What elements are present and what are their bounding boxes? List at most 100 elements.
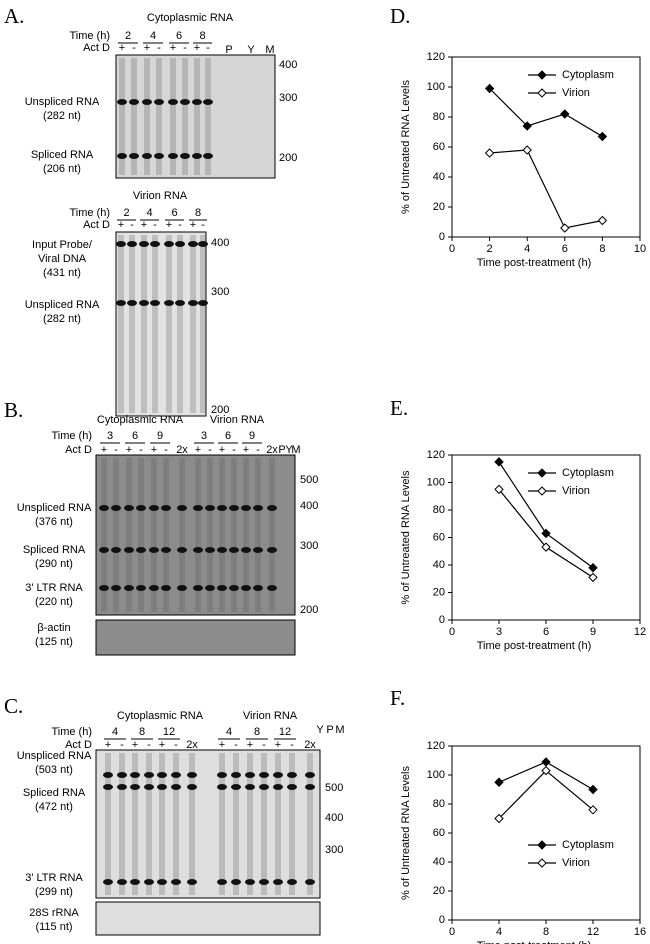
legend-marker <box>537 840 547 850</box>
gel-band <box>161 585 171 591</box>
gel-band <box>188 241 198 247</box>
gel-band <box>136 547 146 553</box>
gel-band <box>198 300 208 306</box>
gel-band <box>103 879 113 885</box>
gel-band <box>157 879 167 885</box>
gel-title: Cytoplasmic RNA <box>97 414 184 426</box>
gel-band <box>171 879 181 885</box>
time-value: 9 <box>157 430 163 442</box>
gel-band <box>168 153 178 159</box>
actd-label: Act D <box>65 739 92 751</box>
legend-marker <box>537 70 547 80</box>
x-tick-label: 6 <box>543 626 549 638</box>
lane-label: + <box>151 444 157 456</box>
lane-label: - <box>232 444 236 456</box>
gel-band <box>231 879 241 885</box>
gel-band <box>99 547 109 553</box>
extra-lane-label: Y <box>285 444 293 456</box>
y-tick-label: 120 <box>427 449 445 461</box>
series-line <box>498 769 594 819</box>
band-label: 28S rRNA <box>29 907 79 919</box>
data-point <box>588 563 598 573</box>
series-line <box>489 88 603 138</box>
extra-lane-label: P <box>225 44 232 56</box>
gel-band <box>111 505 121 511</box>
gel-band <box>267 505 277 511</box>
data-point <box>522 121 532 131</box>
gel-band <box>287 879 297 885</box>
x-axis-label: Time post-treatment (h) <box>477 940 592 944</box>
gel-band <box>117 99 127 105</box>
x-tick-label: 12 <box>587 926 599 938</box>
lane-label: - <box>234 739 238 751</box>
y-tick-label: 20 <box>433 885 445 897</box>
gel-band <box>287 772 297 778</box>
gel-band <box>164 300 174 306</box>
gel-band <box>205 547 215 553</box>
gel-band <box>175 300 185 306</box>
gel-band <box>259 784 269 790</box>
gel-band <box>305 784 315 790</box>
gel-band <box>193 585 203 591</box>
gel-band <box>171 784 181 790</box>
y-tick-label: 20 <box>433 201 445 213</box>
band-label: (220 nt) <box>35 596 73 608</box>
data-point <box>541 528 551 539</box>
gel-band <box>241 505 251 511</box>
gel-band <box>203 153 213 159</box>
y-tick-label: 40 <box>433 171 445 183</box>
size-marker: 500 <box>300 474 318 486</box>
gel-band <box>150 241 160 247</box>
lane-label: + <box>144 42 150 54</box>
y-tick-label: 60 <box>433 141 445 153</box>
lane-label: + <box>275 739 281 751</box>
data-point <box>588 784 598 795</box>
gel-band <box>127 241 137 247</box>
lane-label: + <box>219 444 225 456</box>
lane-label: - <box>164 444 168 456</box>
gel-band <box>187 772 197 778</box>
data-point <box>484 148 495 158</box>
gel-band <box>154 153 164 159</box>
extra-lane-label: P <box>278 444 285 456</box>
gel-title: Virion RNA <box>243 710 298 722</box>
gel-band <box>305 879 315 885</box>
gel-band <box>130 784 140 790</box>
y-axis-label: % of Untreated RNA Levels <box>400 470 412 604</box>
lane-label: + <box>190 219 196 231</box>
band-label: (299 nt) <box>35 886 73 898</box>
gel-band <box>130 772 140 778</box>
size-marker: 300 <box>211 286 229 298</box>
x-tick-label: 4 <box>496 926 502 938</box>
y-tick-label: 80 <box>433 111 445 123</box>
gel-band <box>287 784 297 790</box>
data-point <box>522 145 532 155</box>
band-label: (115 nt) <box>35 921 72 933</box>
gel-band <box>164 241 174 247</box>
gel-band <box>175 241 185 247</box>
y-tick-label: 100 <box>427 81 445 93</box>
panel-label: B. <box>4 398 23 422</box>
legend-label: Virion <box>562 485 590 497</box>
gel-band <box>193 505 203 511</box>
time-value: 8 <box>195 207 201 219</box>
plot-frame <box>451 56 641 238</box>
gel-band <box>149 585 159 591</box>
time-label: Time (h) <box>69 207 110 219</box>
gel-band <box>305 772 315 778</box>
lane-label: - <box>208 444 212 456</box>
time-value: 6 <box>225 430 231 442</box>
extra-lane-label: M <box>265 44 274 56</box>
gel-title: Virion RNA <box>210 414 265 426</box>
gel-band <box>144 784 154 790</box>
band-label: Unspliced RNA <box>25 299 100 311</box>
lane-label: - <box>130 219 134 231</box>
time-value: 6 <box>176 30 182 42</box>
band-label: (206 nt) <box>43 163 81 175</box>
gel-band <box>177 547 187 553</box>
time-value: 4 <box>112 726 118 738</box>
lane-label: - <box>206 42 210 54</box>
lane-label: - <box>183 42 187 54</box>
time-value: 9 <box>249 430 255 442</box>
gel-band <box>111 547 121 553</box>
